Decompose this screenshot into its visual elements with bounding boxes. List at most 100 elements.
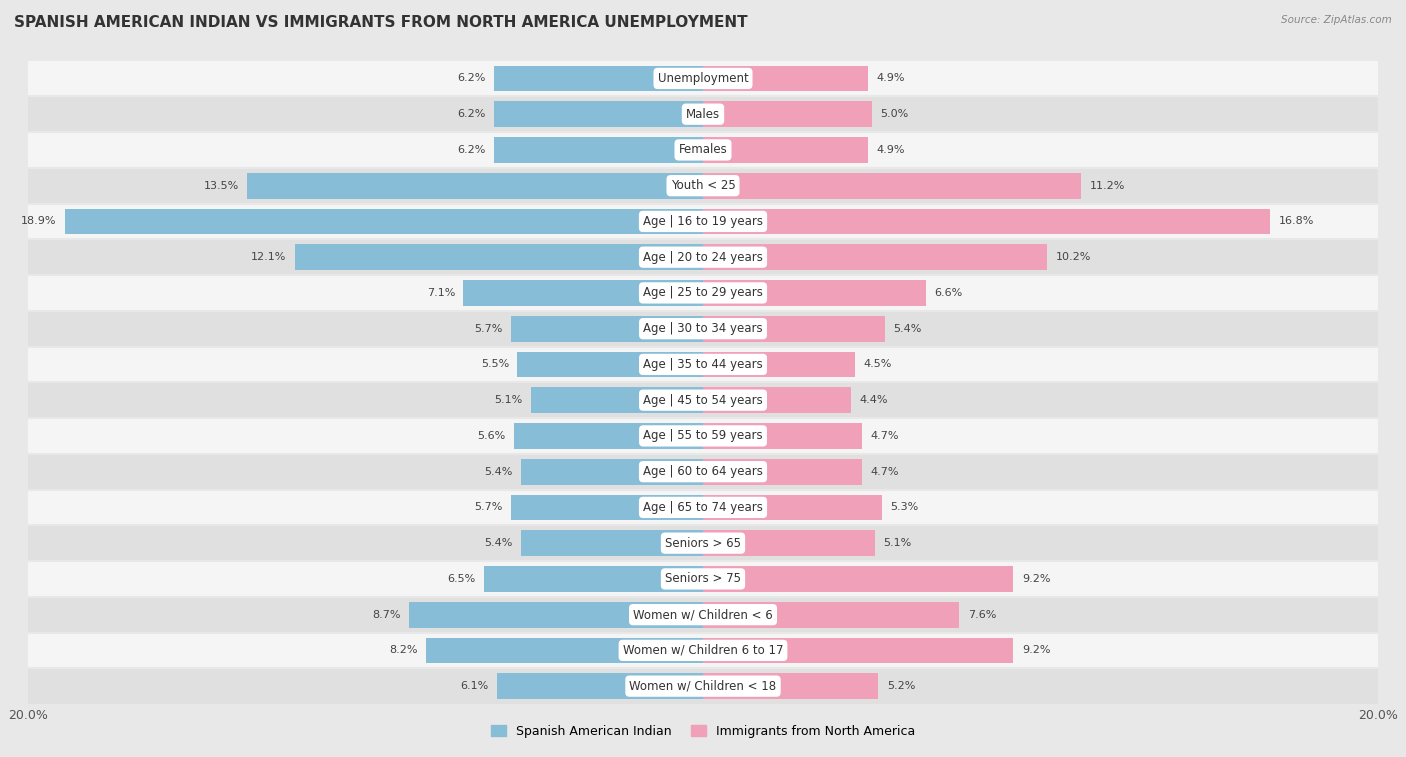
Text: 5.7%: 5.7% bbox=[474, 503, 502, 512]
Bar bbox=[28, 275, 1378, 311]
Text: Age | 25 to 29 years: Age | 25 to 29 years bbox=[643, 286, 763, 300]
Bar bbox=[494, 66, 703, 92]
Bar bbox=[515, 423, 703, 449]
Bar bbox=[517, 351, 703, 377]
Bar bbox=[28, 668, 1378, 704]
Text: 4.9%: 4.9% bbox=[877, 73, 905, 83]
Bar bbox=[464, 280, 703, 306]
Text: 5.0%: 5.0% bbox=[880, 109, 908, 119]
Bar bbox=[510, 316, 703, 341]
Text: Youth < 25: Youth < 25 bbox=[671, 179, 735, 192]
Bar bbox=[28, 239, 1378, 275]
Text: 6.1%: 6.1% bbox=[461, 681, 489, 691]
Bar bbox=[484, 566, 703, 592]
Bar bbox=[247, 173, 703, 198]
Bar bbox=[494, 137, 703, 163]
Text: 4.7%: 4.7% bbox=[870, 431, 898, 441]
Bar bbox=[531, 388, 703, 413]
Text: Source: ZipAtlas.com: Source: ZipAtlas.com bbox=[1281, 15, 1392, 25]
Text: Seniors > 65: Seniors > 65 bbox=[665, 537, 741, 550]
Text: Females: Females bbox=[679, 143, 727, 157]
Text: Age | 55 to 59 years: Age | 55 to 59 years bbox=[643, 429, 763, 442]
Bar bbox=[65, 208, 703, 235]
Text: 8.2%: 8.2% bbox=[389, 646, 418, 656]
Bar bbox=[703, 208, 1270, 235]
Bar bbox=[703, 388, 852, 413]
Text: 12.1%: 12.1% bbox=[250, 252, 287, 262]
Text: 5.5%: 5.5% bbox=[481, 360, 509, 369]
Bar bbox=[409, 602, 703, 628]
Text: 18.9%: 18.9% bbox=[21, 217, 56, 226]
Bar bbox=[28, 633, 1378, 668]
Bar bbox=[703, 316, 886, 341]
Bar bbox=[703, 137, 869, 163]
Text: 5.3%: 5.3% bbox=[890, 503, 918, 512]
Bar bbox=[494, 101, 703, 127]
Text: 4.9%: 4.9% bbox=[877, 145, 905, 155]
Text: 6.2%: 6.2% bbox=[457, 109, 485, 119]
Text: 13.5%: 13.5% bbox=[204, 181, 239, 191]
Text: Males: Males bbox=[686, 107, 720, 120]
Text: 5.1%: 5.1% bbox=[495, 395, 523, 405]
Bar bbox=[426, 637, 703, 663]
Bar bbox=[28, 525, 1378, 561]
Text: 9.2%: 9.2% bbox=[1022, 646, 1050, 656]
Bar bbox=[28, 347, 1378, 382]
Text: Women w/ Children < 6: Women w/ Children < 6 bbox=[633, 608, 773, 621]
Text: SPANISH AMERICAN INDIAN VS IMMIGRANTS FROM NORTH AMERICA UNEMPLOYMENT: SPANISH AMERICAN INDIAN VS IMMIGRANTS FR… bbox=[14, 15, 748, 30]
Bar bbox=[703, 602, 959, 628]
Bar bbox=[510, 494, 703, 520]
Text: 16.8%: 16.8% bbox=[1278, 217, 1313, 226]
Text: Age | 65 to 74 years: Age | 65 to 74 years bbox=[643, 501, 763, 514]
Text: 6.6%: 6.6% bbox=[934, 288, 962, 298]
Bar bbox=[703, 531, 875, 556]
Bar bbox=[703, 459, 862, 484]
Legend: Spanish American Indian, Immigrants from North America: Spanish American Indian, Immigrants from… bbox=[486, 720, 920, 743]
Text: 8.7%: 8.7% bbox=[373, 609, 401, 620]
Bar bbox=[28, 382, 1378, 418]
Text: 4.7%: 4.7% bbox=[870, 466, 898, 477]
Bar bbox=[703, 494, 882, 520]
Text: Age | 20 to 24 years: Age | 20 to 24 years bbox=[643, 251, 763, 263]
Bar bbox=[703, 245, 1047, 270]
Bar bbox=[28, 418, 1378, 453]
Bar bbox=[703, 173, 1081, 198]
Text: 4.4%: 4.4% bbox=[860, 395, 889, 405]
Bar bbox=[520, 459, 703, 484]
Text: Women w/ Children < 18: Women w/ Children < 18 bbox=[630, 680, 776, 693]
Text: Seniors > 75: Seniors > 75 bbox=[665, 572, 741, 585]
Bar bbox=[703, 637, 1014, 663]
Text: Unemployment: Unemployment bbox=[658, 72, 748, 85]
Text: 4.5%: 4.5% bbox=[863, 360, 891, 369]
Text: Age | 45 to 54 years: Age | 45 to 54 years bbox=[643, 394, 763, 407]
Bar bbox=[28, 204, 1378, 239]
Bar bbox=[703, 66, 869, 92]
Text: 5.4%: 5.4% bbox=[484, 466, 512, 477]
Text: 5.7%: 5.7% bbox=[474, 324, 502, 334]
Text: 6.5%: 6.5% bbox=[447, 574, 475, 584]
Text: Women w/ Children 6 to 17: Women w/ Children 6 to 17 bbox=[623, 644, 783, 657]
Text: 5.4%: 5.4% bbox=[894, 324, 922, 334]
Text: 6.2%: 6.2% bbox=[457, 73, 485, 83]
Bar bbox=[28, 132, 1378, 168]
Text: 9.2%: 9.2% bbox=[1022, 574, 1050, 584]
Bar bbox=[703, 566, 1014, 592]
Text: 5.2%: 5.2% bbox=[887, 681, 915, 691]
Bar bbox=[28, 61, 1378, 96]
Text: Age | 60 to 64 years: Age | 60 to 64 years bbox=[643, 465, 763, 478]
Bar bbox=[28, 96, 1378, 132]
Text: 10.2%: 10.2% bbox=[1056, 252, 1091, 262]
Bar bbox=[703, 101, 872, 127]
Bar bbox=[703, 423, 862, 449]
Text: Age | 16 to 19 years: Age | 16 to 19 years bbox=[643, 215, 763, 228]
Text: 7.1%: 7.1% bbox=[426, 288, 456, 298]
Bar bbox=[498, 673, 703, 699]
Bar bbox=[703, 280, 925, 306]
Bar bbox=[28, 490, 1378, 525]
Text: 7.6%: 7.6% bbox=[967, 609, 997, 620]
Bar bbox=[295, 245, 703, 270]
Bar bbox=[28, 453, 1378, 490]
Bar bbox=[28, 561, 1378, 597]
Text: 11.2%: 11.2% bbox=[1090, 181, 1125, 191]
Bar bbox=[28, 168, 1378, 204]
